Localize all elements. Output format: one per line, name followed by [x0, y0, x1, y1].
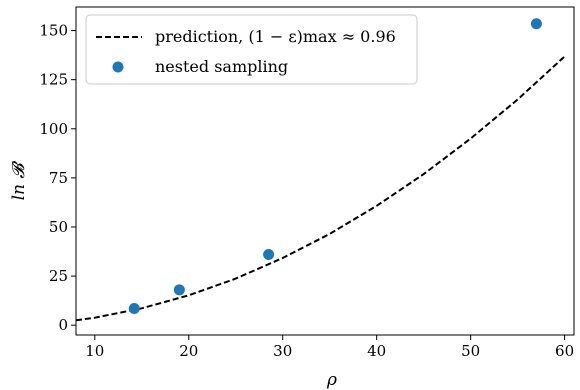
- legend-nested-sampling-swatch: [112, 61, 124, 73]
- y-tick-label: 25: [49, 267, 68, 285]
- x-tick-label: 10: [85, 342, 104, 360]
- nested-sampling-point: [263, 248, 275, 260]
- y-axis-label: ln 𝓑: [9, 161, 29, 201]
- x-tick-label: 50: [461, 342, 480, 360]
- y-axis-ticks: 0 25 50 75 100 125 150: [39, 22, 76, 334]
- axes-frame: [75, 6, 575, 336]
- legend: prediction, (1 − ε)max ≈ 0.96 nested sam…: [85, 14, 418, 85]
- y-tick-label: 50: [49, 218, 68, 236]
- legend-prediction-label: prediction, (1 − ε)max ≈ 0.96: [155, 27, 396, 46]
- plot-area-border: [75, 6, 575, 336]
- nested-sampling-point: [128, 302, 140, 314]
- x-axis-label: ρ: [326, 370, 337, 390]
- x-tick-label: 60: [555, 342, 574, 360]
- plot-series: [75, 18, 566, 322]
- x-axis-ticks: 10 20 30 40 50 60: [85, 335, 574, 360]
- x-tick-label: 30: [273, 342, 292, 360]
- x-tick-label: 20: [179, 342, 198, 360]
- y-tick-label: 125: [39, 71, 68, 89]
- x-tick-label: 40: [367, 342, 386, 360]
- nested-sampling-point: [173, 284, 185, 296]
- legend-box: [85, 14, 418, 85]
- y-tick-label: 75: [49, 169, 68, 187]
- y-tick-label: 0: [58, 316, 68, 334]
- prediction-line: [75, 55, 566, 322]
- legend-nested-sampling-label: nested sampling: [155, 57, 288, 76]
- y-tick-label: 100: [39, 120, 68, 138]
- y-tick-label: 150: [39, 22, 68, 40]
- nested-sampling-point: [530, 18, 542, 30]
